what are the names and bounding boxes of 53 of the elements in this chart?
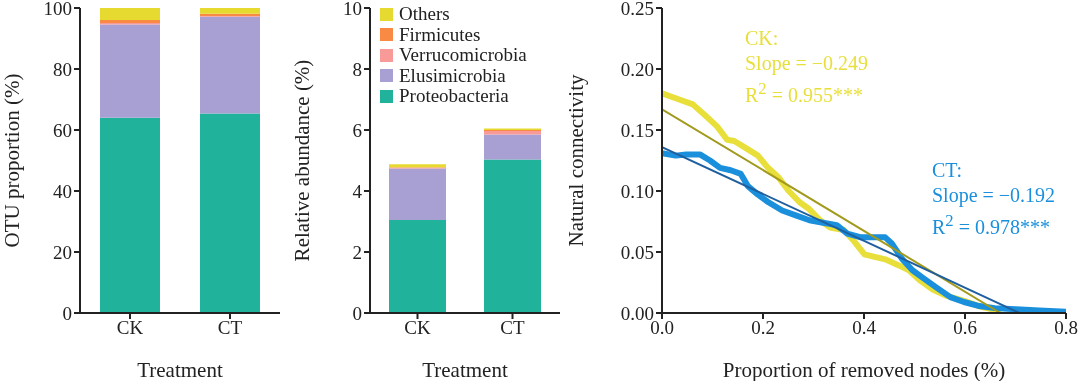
x-axis-title: Treatment bbox=[137, 358, 223, 381]
y-tick-label: 2 bbox=[352, 241, 362, 263]
y-tick-label: 8 bbox=[352, 58, 362, 80]
x-axis-title: Treatment bbox=[422, 358, 508, 381]
bar bbox=[389, 168, 446, 220]
y-axis-title: Relative abundance (%) bbox=[290, 59, 315, 262]
x-tick-label: 0.6 bbox=[953, 317, 977, 339]
y-tick-label: 60 bbox=[53, 119, 72, 141]
y-tick-label: 0.15 bbox=[620, 119, 654, 141]
annotation: R$^{2}$ = 0.978*** bbox=[932, 210, 1051, 240]
y-tick-label: 10 bbox=[343, 0, 362, 19]
annotation: Slope = −0.249 bbox=[745, 51, 869, 76]
x-tick-label: 0.8 bbox=[1054, 317, 1078, 339]
legend-label: Elusimicrobia bbox=[399, 64, 506, 87]
y-axis-title: Natural connectivity bbox=[564, 74, 589, 247]
y-tick-label: 0.10 bbox=[620, 180, 654, 202]
y-tick-label: 0.05 bbox=[620, 241, 654, 263]
bar bbox=[200, 16, 260, 114]
bar bbox=[100, 24, 160, 118]
x-axis-title: Proportion of removed nodes (%) bbox=[722, 358, 1006, 381]
bar bbox=[484, 159, 541, 313]
y-tick-label: 0 bbox=[352, 302, 362, 324]
legend-label: Proteobacteria bbox=[399, 85, 509, 108]
y-tick-label: 4 bbox=[352, 180, 363, 202]
bar bbox=[100, 117, 160, 313]
x-tick-label: CT bbox=[500, 317, 526, 339]
x-tick-label: 0.2 bbox=[751, 317, 775, 339]
y-tick-label: 40 bbox=[53, 180, 72, 202]
text: CK: bbox=[745, 26, 780, 51]
x-tick-label: CK bbox=[404, 317, 431, 339]
y-axis-title: OTU proportion (%) bbox=[0, 73, 25, 248]
bar bbox=[484, 130, 541, 135]
text: CT: bbox=[932, 158, 964, 183]
y-tick-label: 20 bbox=[53, 241, 72, 263]
x-tick-label: CT bbox=[217, 317, 243, 339]
legend-label: Others bbox=[399, 3, 450, 26]
bar bbox=[389, 219, 446, 313]
annotation: Slope = −0.192 bbox=[932, 183, 1056, 208]
y-tick-label: 0 bbox=[62, 302, 72, 324]
y-tick-label: 0.20 bbox=[620, 58, 654, 80]
x-tick-label: CK bbox=[116, 317, 144, 339]
bar bbox=[100, 8, 160, 20]
y-tick-label: 100 bbox=[43, 0, 72, 19]
bar bbox=[200, 113, 260, 313]
y-tick-label: 6 bbox=[352, 119, 362, 141]
legend-label: Verrucomicrobia bbox=[399, 44, 527, 67]
y-tick-label: 0.25 bbox=[620, 0, 654, 19]
annotation: R$^{2}$ = 0.955*** bbox=[745, 78, 864, 108]
bar bbox=[200, 8, 260, 14]
x-tick-label: 0.4 bbox=[852, 317, 877, 339]
y-tick-label: 80 bbox=[53, 58, 72, 80]
bar bbox=[484, 134, 541, 160]
legend-label: Firmicutes bbox=[399, 23, 481, 46]
